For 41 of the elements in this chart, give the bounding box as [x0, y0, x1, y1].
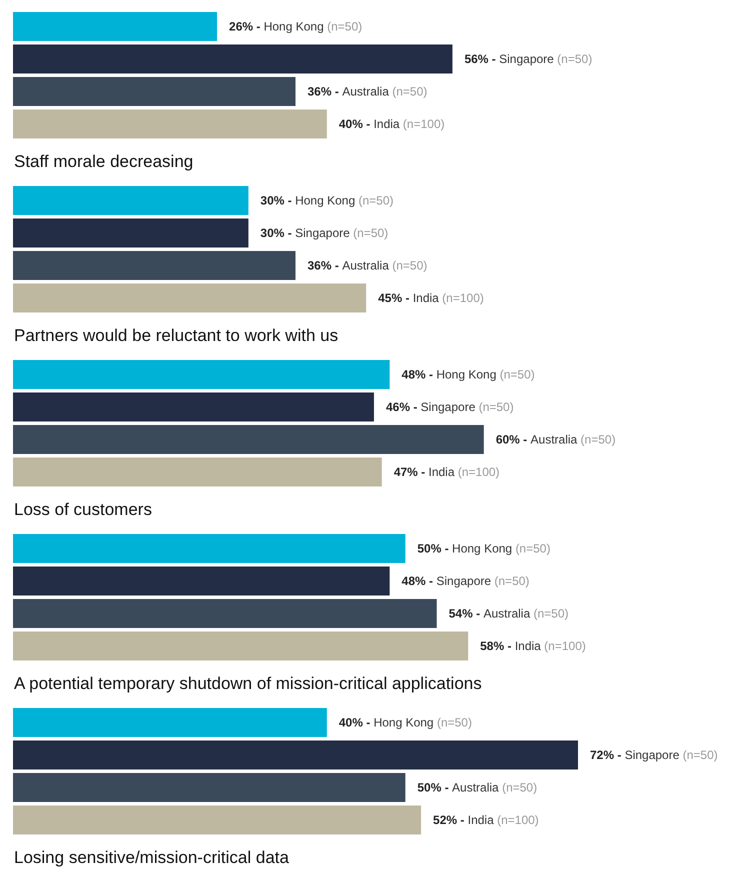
bar [13, 708, 327, 737]
data-label: 58% - India (n=100) [480, 639, 586, 653]
data-label: 60% - Australia (n=50) [496, 432, 616, 446]
data-label: 46% - Singapore (n=50) [386, 400, 514, 414]
text: Staff morale decreasing [14, 152, 194, 172]
data-label: 30% - Singapore (n=50) [260, 226, 388, 240]
data-label: 40% - India (n=100) [338, 117, 445, 131]
data-label: 30% - Hong Kong (n=50) [260, 194, 394, 208]
bar [13, 392, 374, 422]
text: Loss of customers [14, 500, 153, 520]
bar [13, 12, 218, 41]
data-label: 36% - Australia (n=50) [308, 258, 428, 272]
data-label: 45% - India (n=100) [378, 291, 484, 305]
data-label: 48% - Hong Kong (n=50) [402, 368, 535, 382]
bar [13, 458, 382, 486]
data-label: 50% - Australia (n=50) [417, 780, 538, 794]
data-label: 72% - Singapore (n=50) [590, 748, 718, 762]
data-label: 40% - Hong Kong (n=50) [338, 716, 472, 730]
data-label: 52% - India (n=100) [433, 813, 539, 827]
bar [13, 534, 406, 563]
data-label: 54% - Australia (n=50) [448, 606, 568, 620]
text: Losing sensitive/mission-critical data [14, 848, 290, 868]
text: A potential temporary shutdown of mission-critical applications [14, 674, 483, 694]
bar [13, 806, 422, 834]
data-label: 47% - India (n=100) [394, 465, 500, 479]
bar [13, 110, 327, 138]
data-label: 50% - Hong Kong (n=50) [417, 542, 550, 556]
text: Partners would be reluctant to work with us [14, 326, 340, 346]
data-label: 48% - Singapore (n=50) [402, 574, 530, 588]
bar [13, 77, 296, 106]
bar [13, 740, 578, 770]
bar [13, 566, 390, 596]
bar [13, 773, 406, 802]
bar [13, 360, 390, 389]
bar [13, 632, 468, 660]
data-label: 36% - Australia (n=50) [308, 84, 428, 98]
data-label: 56% - Singapore (n=50) [464, 52, 592, 66]
data-label: 26% - Hong Kong (n=50) [229, 20, 362, 34]
bar [13, 425, 484, 454]
bar [13, 44, 452, 74]
bar [13, 599, 437, 628]
